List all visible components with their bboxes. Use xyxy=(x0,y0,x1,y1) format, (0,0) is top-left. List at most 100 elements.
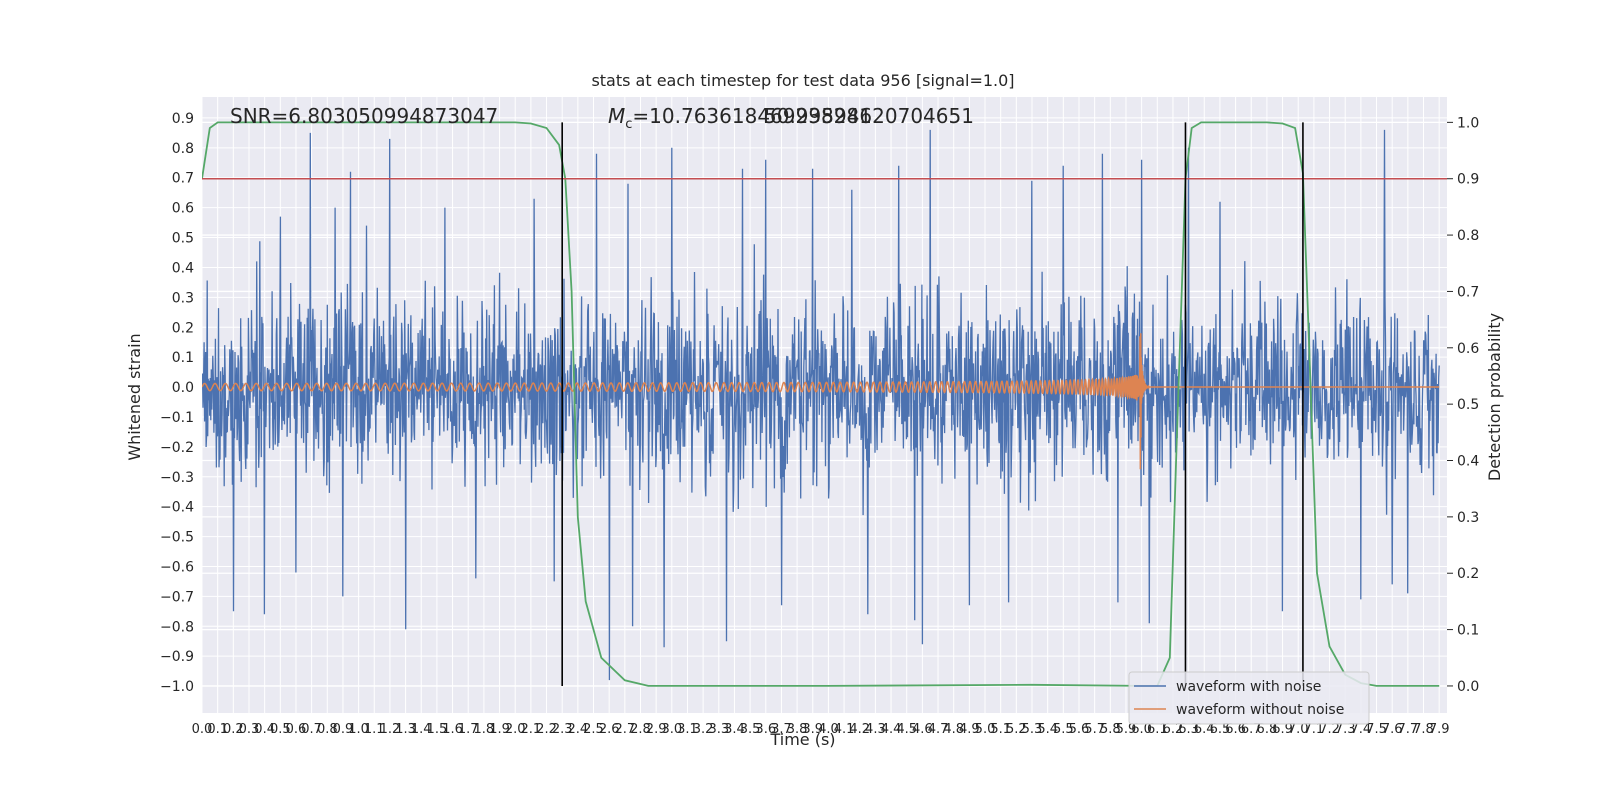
x-tick-label: 5.7 xyxy=(1084,722,1105,737)
y-tick-label: −0.7 xyxy=(160,589,194,605)
x-tick-label: 4.8 xyxy=(943,722,964,737)
x-tick-label: 0.3 xyxy=(239,722,260,737)
y-tick-label: 0.9 xyxy=(172,111,194,127)
snr-annotation: SNR=6.803050994873047 xyxy=(230,104,498,128)
x-tick-label: 2.6 xyxy=(599,722,620,737)
x-tick-label: 2.5 xyxy=(583,722,604,737)
x-tick-label: 7.7 xyxy=(1398,722,1419,737)
x-tick-label: 1.7 xyxy=(458,722,479,737)
x-tick-label: 6.7 xyxy=(1241,722,1262,737)
x-tick-label: 6.3 xyxy=(1178,722,1199,737)
x-tick-label: 5.5 xyxy=(1053,722,1074,737)
y-tick-label: 0.8 xyxy=(172,141,194,157)
x-tick-label: 6.9 xyxy=(1272,722,1293,737)
y2-tick-label: 0.4 xyxy=(1457,454,1479,470)
x-tick-label: 7.1 xyxy=(1304,722,1325,737)
x-tick-label: 2.1 xyxy=(521,722,542,737)
x-tick-label: 1.5 xyxy=(427,722,448,737)
x-tick-label: 7.0 xyxy=(1288,722,1309,737)
x-tick-label: 6.4 xyxy=(1194,722,1215,737)
y-tick-labels: 0.9 0.8 0.7 0.6 0.5 0.4 0.3 0.2 0.1 0.0 −0.1 −0.2 −0… xyxy=(160,111,194,695)
x-tick-label: 0.5 xyxy=(270,722,291,737)
chirp-mass-annotation: Mc=10.763618469238281 xyxy=(608,104,872,132)
y-tick-label: −0.9 xyxy=(160,649,194,665)
y-tick-label: 0.3 xyxy=(172,290,194,306)
x-tick-label: 2.2 xyxy=(536,722,557,737)
x-tick-label: 0.0 xyxy=(192,722,213,737)
x-tick-label: 0.2 xyxy=(223,722,244,737)
x-tick-label: 5.8 xyxy=(1100,722,1121,737)
y-tick-label: 0.7 xyxy=(172,171,194,187)
x-tick-label: 3.2 xyxy=(693,722,714,737)
x-tick-label: 1.3 xyxy=(395,722,416,737)
chart-title: stats at each timestep for test data 956… xyxy=(591,71,1014,90)
x-tick-label: 4.9 xyxy=(959,722,980,737)
x-tick-label: 7.2 xyxy=(1319,722,1340,737)
x-tick-label: 3.5 xyxy=(740,722,761,737)
series-waveform-with-noise xyxy=(202,129,1440,681)
x-tick-label: 5.0 xyxy=(975,722,996,737)
y-tick-label: 0.0 xyxy=(172,380,194,396)
x-tick-label: 6.0 xyxy=(1131,722,1152,737)
x-tick-label: 6.2 xyxy=(1163,722,1184,737)
x-tick-label: 4.1 xyxy=(834,722,855,737)
x-tick-label: 2.8 xyxy=(630,722,651,737)
x-tick-label: 3.4 xyxy=(724,722,745,737)
x-tick-label: 7.3 xyxy=(1335,722,1356,737)
legend: waveform with noise waveform without noi… xyxy=(1128,671,1370,725)
x-tick-label: 4.5 xyxy=(896,722,917,737)
x-tick-label: 5.3 xyxy=(1022,722,1043,737)
x-tick-label: 2.7 xyxy=(614,722,635,737)
y2-tick-label: 1.0 xyxy=(1457,115,1479,131)
y2-tick-labels: 1.0 0.9 0.8 0.7 0.6 0.5 0.4 0.3 0.2 0.1 0.0 xyxy=(1447,115,1479,695)
legend-entry-clean: waveform without noise xyxy=(1176,702,1344,718)
y-tick-label: −0.1 xyxy=(160,410,194,426)
x-tick-label: 0.1 xyxy=(207,722,228,737)
x-tick-label: 4.7 xyxy=(928,722,949,737)
x-tick-label: 4.2 xyxy=(849,722,870,737)
x-tick-label: 1.8 xyxy=(474,722,495,737)
x-tick-label: 4.0 xyxy=(818,722,839,737)
y2-tick-label: 0.8 xyxy=(1457,228,1479,244)
x-tick-label: 3.9 xyxy=(802,722,823,737)
chirp-mass-subscript: c xyxy=(625,117,632,132)
x-tick-label: 0.4 xyxy=(254,722,275,737)
x-tick-label: 7.9 xyxy=(1429,722,1450,737)
x-tick-label: 1.9 xyxy=(489,722,510,737)
x-tick-label: 1.1 xyxy=(364,722,385,737)
y-tick-label: 0.4 xyxy=(172,260,194,276)
y-tick-label: −0.2 xyxy=(160,440,194,456)
legend-box xyxy=(1128,671,1370,725)
x-tick-label: 2.4 xyxy=(568,722,589,737)
y-tick-label: 0.1 xyxy=(172,350,194,366)
legend-entry-noise: waveform with noise xyxy=(1176,679,1321,695)
x-tick-label: 6.5 xyxy=(1210,722,1231,737)
x-tick-label: 7.6 xyxy=(1382,722,1403,737)
x-tick-label: 7.8 xyxy=(1413,722,1434,737)
marks-layer xyxy=(202,122,1447,686)
x-tick-label: 6.8 xyxy=(1257,722,1278,737)
x-tick-label: 5.1 xyxy=(990,722,1011,737)
x-tick-label: 2.3 xyxy=(552,722,573,737)
x-tick-label: 3.8 xyxy=(787,722,808,737)
y2-axis-label: Detection probability xyxy=(1485,313,1504,481)
y2-tick-label: 0.5 xyxy=(1457,397,1479,413)
y2-tick-label: 0.6 xyxy=(1457,341,1479,357)
x-tick-label: 2.9 xyxy=(646,722,667,737)
x-tick-label: 5.9 xyxy=(1116,722,1137,737)
x-tick-label: 0.7 xyxy=(301,722,322,737)
x-axis-label: Time (s) xyxy=(769,730,835,749)
y-tick-label: −0.8 xyxy=(160,619,194,635)
overlapping-annotation: 50.99594620704651 xyxy=(764,104,974,128)
x-tick-labels: 0.00.10.20.30.40.50.60.70.80.91.01.11.21… xyxy=(192,722,1450,737)
x-tick-label: 5.2 xyxy=(1006,722,1027,737)
y2-tick-label: 0.9 xyxy=(1457,172,1479,188)
y-tick-label: 0.5 xyxy=(172,231,194,247)
chirp-mass-value: =10.763618469238281 xyxy=(632,104,871,128)
x-tick-label: 0.6 xyxy=(286,722,307,737)
x-tick-label: 5.4 xyxy=(1037,722,1058,737)
series-waveform-without-noise xyxy=(202,333,1440,470)
x-tick-label: 3.0 xyxy=(661,722,682,737)
x-tick-label: 6.6 xyxy=(1225,722,1246,737)
